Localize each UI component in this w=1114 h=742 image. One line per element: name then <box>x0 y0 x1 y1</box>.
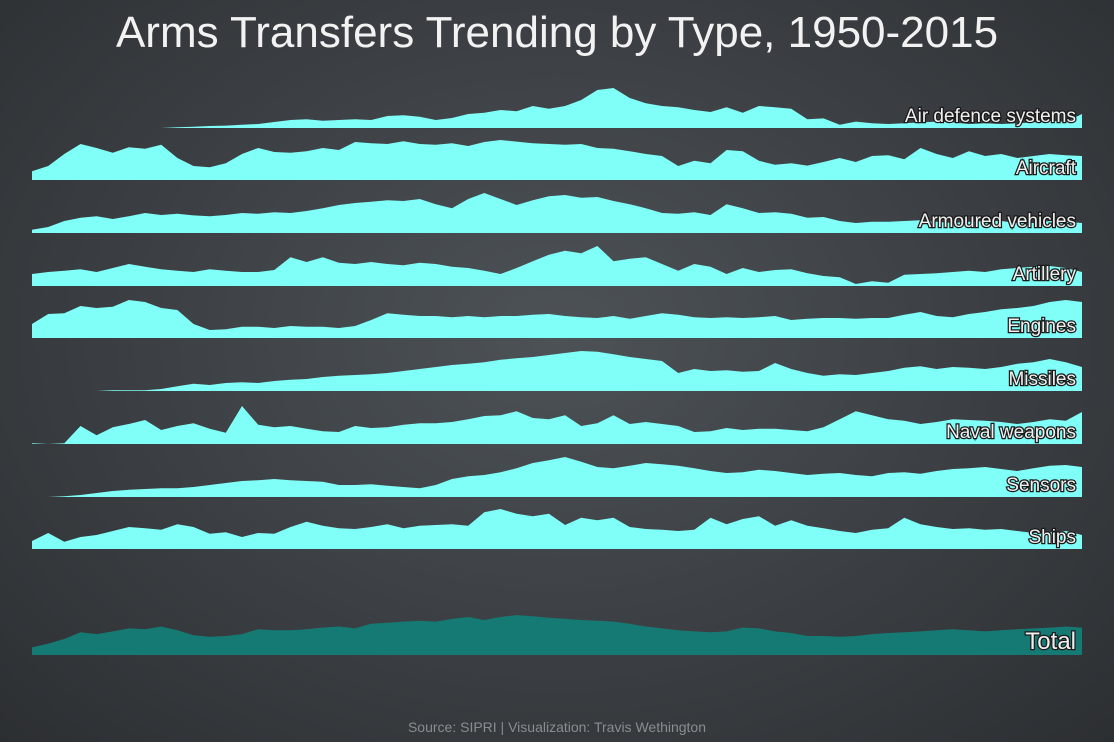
area-aircraft <box>32 140 1082 180</box>
series-label-sensors: Sensors <box>1006 475 1076 496</box>
area-artillery <box>32 246 1082 286</box>
series-label-missiles: Missiles <box>1008 369 1076 390</box>
area-missiles <box>32 351 1082 391</box>
series-label-aircraft: Aircraft <box>1016 158 1077 179</box>
area-air-defence-systems <box>32 88 1082 128</box>
area-engines <box>32 300 1082 338</box>
area-ships <box>32 509 1082 549</box>
area-naval-weapons <box>32 406 1082 444</box>
series-label-ships: Ships <box>1028 527 1076 548</box>
series-label-artillery: Artillery <box>1013 264 1077 285</box>
series-label-armoured-vehicles: Armoured vehicles <box>919 211 1076 232</box>
source-caption: Source: SIPRI | Visualization: Travis We… <box>407 719 707 735</box>
series-label-air-defence-systems: Air defence systems <box>905 106 1076 127</box>
area-sensors <box>32 457 1082 497</box>
series-label-engines: Engines <box>1007 316 1076 337</box>
area-armoured-vehicles <box>32 193 1082 233</box>
area-total <box>32 615 1082 655</box>
series-label-naval-weapons: Naval weapons <box>946 422 1076 443</box>
chart-title: Arms Transfers Trending by Type, 1950-20… <box>115 8 999 57</box>
series-label-total: Total <box>1025 628 1076 655</box>
